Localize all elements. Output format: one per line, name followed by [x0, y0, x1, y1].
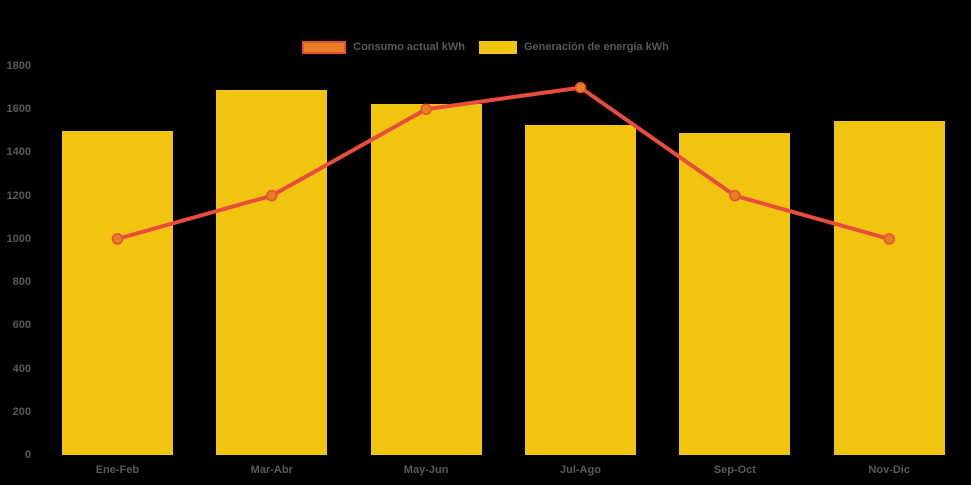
bar-Nov-Dic[interactable]: [833, 121, 945, 455]
x-tick-label-Jul-Ago: Jul-Ago: [559, 464, 601, 476]
legend-item-consumo[interactable]: Consumo actual kWh: [302, 40, 465, 54]
y-tick-label-1400: 1400: [6, 146, 31, 159]
bar-Ene-Feb[interactable]: [61, 130, 173, 455]
legend-swatch-consumo-line: [302, 40, 347, 54]
y-tick-label-200: 200: [12, 405, 31, 418]
legend-label-consumo: Consumo actual kWh: [353, 41, 465, 53]
y-tick-label-600: 600: [12, 319, 31, 332]
bar-Mar-Abr[interactable]: [216, 89, 328, 455]
line-point-Jul-Ago[interactable]: [574, 81, 587, 94]
bar-Sep-Oct[interactable]: [679, 132, 791, 455]
bar-Jul-Ago[interactable]: [524, 125, 636, 455]
line-point-May-Jun[interactable]: [420, 103, 432, 115]
legend-label-generacion: Generación de energía kWh: [523, 41, 669, 53]
y-tick-label-1600: 1600: [6, 103, 31, 116]
x-tick-label-Mar-Abr: Mar-Abr: [250, 464, 293, 476]
x-tick-label-Ene-Feb: Ene-Feb: [95, 464, 140, 476]
legend: Consumo actual kWh Generación de energía…: [0, 40, 971, 54]
line-point-Sep-Oct[interactable]: [729, 189, 741, 202]
line-point-Nov-Dic[interactable]: [883, 233, 895, 245]
bar-May-Jun[interactable]: [370, 103, 482, 455]
y-tick-label-0: 0: [24, 449, 31, 461]
y-tick-label-400: 400: [12, 362, 31, 375]
legend-swatch-generacion-bar: [478, 40, 517, 54]
y-tick-label-1800: 1800: [6, 60, 31, 72]
x-tick-label-Nov-Dic: Nov-Dic: [868, 464, 910, 476]
y-tick-label-800: 800: [12, 276, 31, 289]
legend-item-generacion[interactable]: Generación de energía kWh: [478, 40, 669, 54]
x-tick-label-May-Jun: May-Jun: [403, 464, 449, 476]
y-tick-label-1200: 1200: [6, 189, 31, 202]
y-tick-label-1000: 1000: [6, 232, 31, 245]
line-point-Mar-Abr[interactable]: [266, 189, 278, 202]
line-point-Ene-Feb[interactable]: [111, 233, 124, 245]
x-tick-label-Sep-Oct: Sep-Oct: [713, 464, 756, 476]
